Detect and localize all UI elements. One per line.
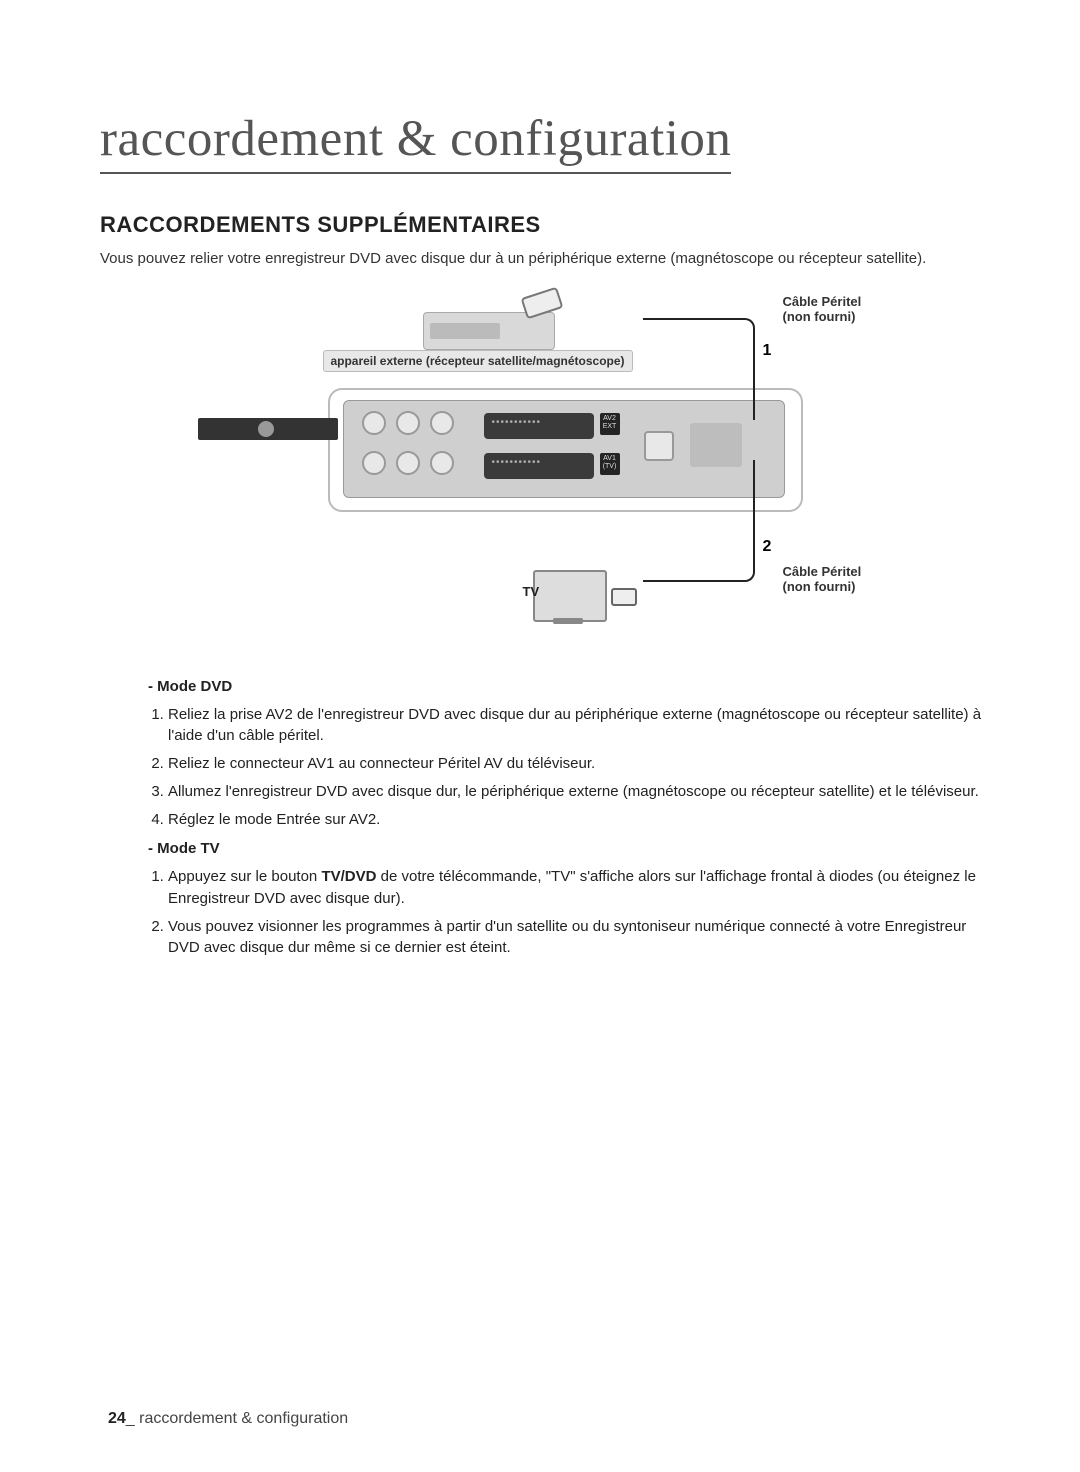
port-icon	[644, 431, 674, 461]
scart-av2-tag: AV2 EXT	[600, 413, 620, 435]
tv-icon	[533, 570, 607, 622]
external-device-icon	[423, 312, 555, 350]
step-item: Vous pouvez visionner les programmes à p…	[168, 916, 985, 960]
cable-note-line2: (non fourni)	[783, 309, 856, 324]
port-icon	[430, 411, 454, 435]
manual-page: raccordement & configuration RACCORDEMEN…	[0, 0, 1080, 1472]
footer-sep: _	[126, 1410, 139, 1427]
cable-note-line2: (non fourni)	[783, 579, 856, 594]
step-item: Réglez le mode Entrée sur AV2.	[168, 809, 985, 831]
intro-paragraph: Vous pouvez relier votre enregistreur DV…	[100, 248, 985, 270]
scart-av1-tag: AV1 (TV)	[600, 453, 620, 475]
port-icon	[362, 411, 386, 435]
step-item: Allumez l'enregistreur DVD avec disque d…	[168, 781, 985, 803]
cable-number-1: 1	[763, 342, 772, 360]
cable-2-line	[643, 460, 755, 582]
cable-note-line1: Câble Péritel	[783, 564, 862, 579]
external-device-label: appareil externe (récepteur satellite/ma…	[323, 350, 633, 372]
mode-tv-steps: Appuyez sur le bouton TV/DVD de votre té…	[148, 866, 985, 959]
mode-dvd-heading: - Mode DVD	[148, 676, 985, 698]
cable-number-2: 2	[763, 538, 772, 556]
cable-note-line1: Câble Péritel	[783, 294, 862, 309]
section-heading: RACCORDEMENTS SUPPLÉMENTAIRES	[100, 212, 985, 238]
tv-scart-plug-icon	[611, 588, 637, 606]
page-number: 24	[108, 1410, 126, 1427]
step-item: Reliez le connecteur AV1 au connecteur P…	[168, 753, 985, 775]
tv-label: TV	[523, 584, 540, 599]
mode-tv-heading: - Mode TV	[148, 838, 985, 860]
scart-port-icon	[484, 453, 594, 479]
connection-diagram: appareil externe (récepteur satellite/ma…	[223, 288, 863, 648]
port-icon	[430, 451, 454, 475]
step-item: Appuyez sur le bouton TV/DVD de votre té…	[168, 866, 985, 910]
port-icon	[396, 451, 420, 475]
scart-plug-icon	[520, 286, 563, 319]
step-text: Appuyez sur le bouton	[168, 868, 321, 885]
tv-stand-icon	[553, 618, 583, 624]
scart-port-icon	[484, 413, 594, 439]
page-title: raccordement & configuration	[100, 110, 731, 174]
step-item: Reliez la prise AV2 de l'enregistreur DV…	[168, 704, 985, 748]
port-icon	[362, 451, 386, 475]
page-footer: 24_ raccordement & configuration	[108, 1410, 348, 1428]
cable-2-note: Câble Péritel (non fourni)	[783, 564, 893, 595]
footer-section: raccordement & configuration	[139, 1410, 348, 1427]
mode-dvd-steps: Reliez la prise AV2 de l'enregistreur DV…	[148, 704, 985, 831]
tv-dvd-bold: TV/DVD	[321, 868, 376, 885]
recorder-front-icon	[198, 418, 338, 440]
instructions-block: - Mode DVD Reliez la prise AV2 de l'enre…	[100, 676, 985, 959]
port-icon	[396, 411, 420, 435]
cable-1-note: Câble Péritel (non fourni)	[783, 294, 893, 325]
cable-1-line	[643, 318, 755, 420]
